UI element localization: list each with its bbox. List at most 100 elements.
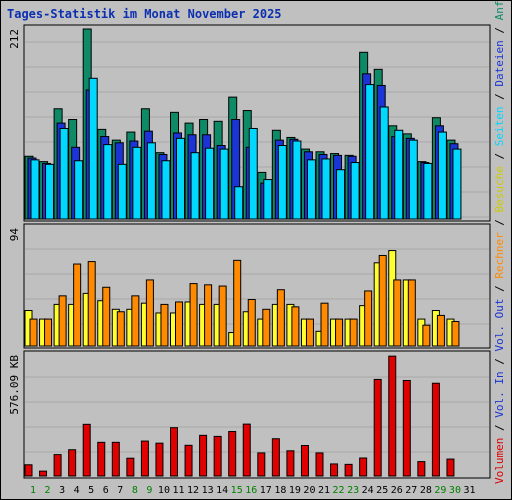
x-tick-day-27: 27 — [405, 485, 417, 496]
bar-rechner-day-25 — [378, 254, 387, 347]
side-label-part-1: / — [493, 418, 506, 438]
x-tick-day-24: 24 — [362, 485, 374, 496]
bar-volumen-day-15 — [228, 431, 237, 477]
bar-rechner-day-16 — [247, 299, 256, 347]
side-label-part-0: Volumen — [493, 438, 506, 484]
x-tick-day-2: 2 — [45, 485, 51, 496]
bar-rechner-day-2 — [44, 318, 53, 347]
bar-rechner-day-6 — [102, 286, 111, 347]
bar-volumen-day-16 — [242, 423, 251, 477]
bar-seiten-day-1 — [30, 159, 40, 220]
bar-rechner-day-14 — [218, 285, 227, 347]
bar-rechner-day-18 — [276, 289, 285, 347]
x-tick-day-7: 7 — [117, 485, 123, 496]
side-label-part-5: / — [493, 279, 506, 299]
chart-title: Tages-Statistik im Monat November 2025 — [7, 7, 282, 21]
bar-volumen-day-7 — [111, 441, 120, 477]
bar-volumen-day-4 — [68, 449, 77, 477]
bar-seiten-day-15 — [234, 186, 244, 220]
bar-seiten-day-5 — [88, 77, 98, 220]
bar-rechner-day-21 — [320, 302, 329, 347]
bar-volumen-day-19 — [286, 450, 295, 477]
x-tick-day-4: 4 — [74, 485, 80, 496]
bar-rechner-day-4 — [73, 263, 82, 347]
bar-rechner-day-27 — [407, 279, 416, 347]
bar-seiten-day-27 — [408, 139, 418, 220]
bar-rechner-day-15 — [233, 259, 242, 347]
bar-rechner-day-8 — [131, 295, 140, 347]
x-tick-day-6: 6 — [103, 485, 109, 496]
bar-rechner-day-22 — [335, 318, 344, 347]
bar-volumen-day-6 — [97, 441, 106, 477]
x-tick-day-11: 11 — [172, 485, 184, 496]
bar-rechner-day-10 — [160, 303, 169, 347]
bar-volumen-day-22 — [330, 463, 339, 477]
bar-seiten-day-17 — [263, 179, 273, 220]
bar-volumen-day-1 — [24, 464, 33, 477]
y-max-label: 94 — [8, 228, 21, 242]
side-label-part-2: Vol. In — [493, 371, 506, 417]
x-tick-day-15: 15 — [231, 485, 243, 496]
bar-seiten-day-21 — [321, 158, 331, 220]
bar-rechner-day-17 — [262, 308, 271, 347]
x-tick-day-10: 10 — [158, 485, 170, 496]
bar-seiten-day-24 — [365, 84, 375, 220]
bar-volumen-day-5 — [82, 423, 91, 477]
bar-volumen-day-9 — [140, 440, 149, 477]
x-tick-day-13: 13 — [202, 485, 214, 496]
bar-seiten-day-18 — [277, 145, 287, 220]
x-tick-day-8: 8 — [132, 485, 138, 496]
bar-rechner-day-30 — [451, 321, 460, 347]
bar-volumen-day-20 — [300, 445, 309, 477]
x-tick-day-18: 18 — [274, 485, 286, 496]
bar-volumen-day-28 — [417, 461, 426, 477]
side-label-part-11: / — [493, 87, 506, 107]
side-label-part-12: Dateien — [493, 40, 506, 86]
bar-seiten-day-28 — [423, 162, 433, 220]
y-max-label: 212 — [8, 29, 21, 49]
legend-side-label: Volumen / Vol. In / Vol. Out / Rechner /… — [493, 0, 506, 484]
bar-rechner-day-29 — [436, 314, 445, 347]
side-label-part-14: Anfragen — [493, 0, 506, 20]
side-label-part-13: / — [493, 20, 506, 40]
x-tick-day-1: 1 — [30, 485, 36, 496]
bar-seiten-day-25 — [379, 106, 389, 220]
bar-seiten-day-14 — [219, 148, 229, 220]
bar-rechner-day-19 — [291, 306, 300, 347]
bar-seiten-day-12 — [190, 152, 200, 220]
x-tick-day-20: 20 — [303, 485, 315, 496]
bar-seiten-day-19 — [292, 140, 302, 220]
bar-volumen-day-27 — [402, 379, 411, 477]
bar-seiten-day-2 — [45, 163, 55, 220]
x-tick-day-3: 3 — [59, 485, 65, 496]
bar-seiten-day-6 — [103, 144, 113, 220]
bar-seiten-day-10 — [161, 160, 171, 220]
bar-seiten-day-8 — [132, 146, 142, 220]
x-tick-day-21: 21 — [318, 485, 330, 496]
side-label-part-4: Vol. Out — [493, 299, 506, 352]
side-label-part-6: Rechner — [493, 232, 506, 279]
bar-rechner-day-24 — [364, 290, 373, 347]
y-max-label: 576.09 KB — [8, 355, 21, 415]
bar-rechner-day-1 — [29, 318, 38, 347]
x-tick-day-14: 14 — [216, 485, 228, 496]
bar-volumen-day-24 — [359, 457, 368, 477]
bar-seiten-day-30 — [452, 148, 462, 220]
bar-rechner-day-20 — [305, 318, 314, 347]
bar-seiten-day-11 — [176, 137, 185, 220]
bar-rechner-day-7 — [116, 311, 125, 347]
x-tick-day-9: 9 — [146, 485, 152, 496]
bar-volumen-day-2 — [39, 470, 48, 477]
bar-seiten-day-13 — [205, 147, 215, 220]
bar-volumen-day-26 — [388, 355, 397, 477]
bar-volumen-day-30 — [446, 458, 455, 477]
side-label-part-7: / — [493, 212, 506, 232]
bar-rechner-day-12 — [189, 283, 198, 347]
side-label-part-3: / — [493, 352, 506, 372]
side-label-part-9: / — [493, 146, 506, 166]
chart-panel-3 — [23, 350, 491, 479]
bar-seiten-day-4 — [74, 160, 84, 220]
bar-seiten-day-9 — [146, 142, 156, 220]
bar-seiten-day-16 — [248, 127, 258, 220]
